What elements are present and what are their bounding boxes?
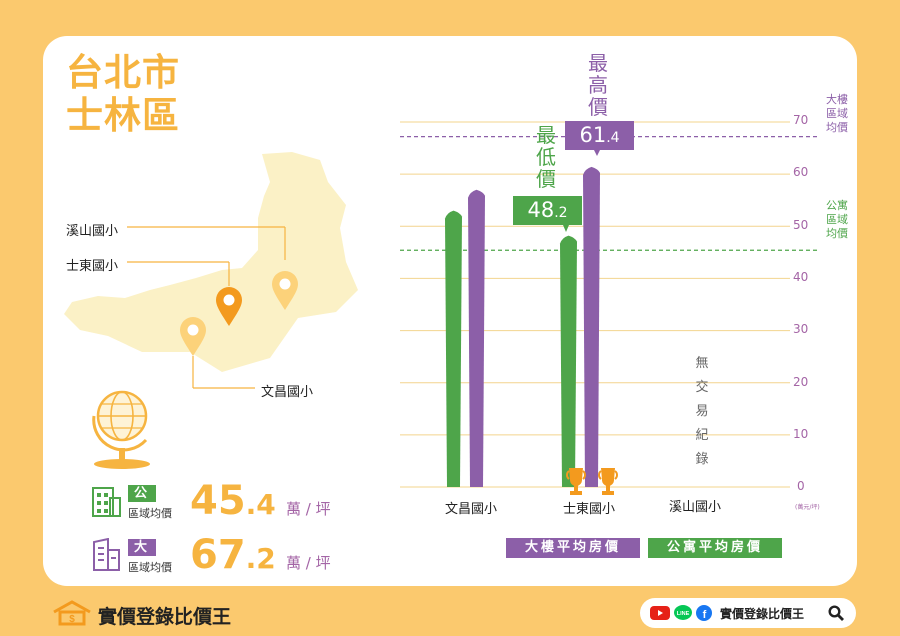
ref-label-apartment: 公寓區域均價 — [826, 199, 848, 240]
y-tick-10: 10 — [793, 427, 809, 441]
building-badge: 大樓 — [128, 539, 157, 572]
pin-shidong-icon — [216, 287, 242, 326]
page-title: 台北市 士林區 — [66, 51, 180, 137]
max-value-box: 61.4 — [565, 121, 634, 150]
category-label-wenchang: 文昌國小 — [445, 502, 498, 517]
bar-building — [468, 189, 485, 488]
min-callout-pointer — [563, 225, 569, 232]
district-map — [64, 152, 358, 389]
category-label-shidong: 士東國小 — [563, 502, 616, 517]
apartment-value: 45.4 — [190, 478, 276, 524]
apartment-badge: 公寓 — [128, 485, 157, 518]
svg-text:LINE: LINE — [677, 611, 690, 617]
y-tick-30: 30 — [793, 322, 809, 336]
apartment-icon — [92, 487, 121, 517]
min-value-box: 48.2 — [513, 196, 582, 225]
y-tick-20: 20 — [793, 375, 809, 389]
house-dollar-icon: $ — [53, 600, 91, 626]
building-sub: 區域均價 — [128, 561, 172, 574]
social-brand-name: 實價登錄比價王 — [720, 607, 805, 621]
bar-building — [583, 166, 600, 488]
y-tick-40: 40 — [793, 270, 809, 284]
max-callout-pointer — [594, 150, 600, 156]
max-label: 最高價 — [588, 51, 608, 119]
legend-building: 大樓平均房價 — [506, 538, 640, 558]
map-label-shidong: 士東國小 — [66, 259, 119, 274]
brand-name: 實價登錄比價王 — [98, 606, 232, 628]
building-unit: 萬 / 坪 — [286, 554, 331, 572]
min-label: 最低價 — [536, 123, 556, 191]
map-label-wenchang: 文昌國小 — [261, 385, 314, 400]
y-tick-50: 50 — [793, 218, 809, 232]
trophy-icon — [566, 468, 586, 495]
y-unit: (萬元/坪) — [795, 504, 820, 511]
building-value: 67.2 — [190, 532, 276, 578]
bar-apartment — [560, 235, 577, 487]
building-icon — [93, 538, 120, 571]
y-tick-0: 0 — [797, 479, 805, 493]
ref-label-building: 大樓區域均價 — [826, 93, 848, 134]
globe-icon — [92, 390, 150, 469]
no-data-note: 無交易紀錄 — [695, 356, 709, 467]
bar-apartment — [445, 210, 462, 487]
svg-text:$: $ — [69, 614, 75, 625]
facebook-icon[interactable]: f — [696, 605, 712, 621]
category-label-xishan: 溪山國小 — [669, 500, 722, 515]
legend-apartment: 公寓平均房價 — [648, 538, 782, 558]
title-district: 士林區 — [66, 93, 180, 137]
district-shape — [64, 152, 358, 372]
svg-text:f: f — [703, 609, 707, 621]
apartment-unit: 萬 / 坪 — [286, 500, 331, 518]
title-city: 台北市 — [66, 51, 180, 94]
pin-xishan-icon — [272, 271, 298, 310]
pin-wenchang-icon — [180, 317, 206, 356]
youtube-icon[interactable] — [650, 606, 670, 620]
line-icon[interactable]: LINE — [674, 605, 692, 621]
map-label-xishan: 溪山國小 — [66, 224, 119, 239]
apartment-sub: 區域均價 — [128, 507, 172, 520]
search-icon[interactable] — [828, 605, 844, 621]
trophy-icon — [598, 468, 618, 495]
y-tick-60: 60 — [793, 165, 809, 179]
social-bar: LINE f 實價登錄比價王 — [640, 598, 856, 628]
y-tick-70: 70 — [793, 113, 809, 127]
